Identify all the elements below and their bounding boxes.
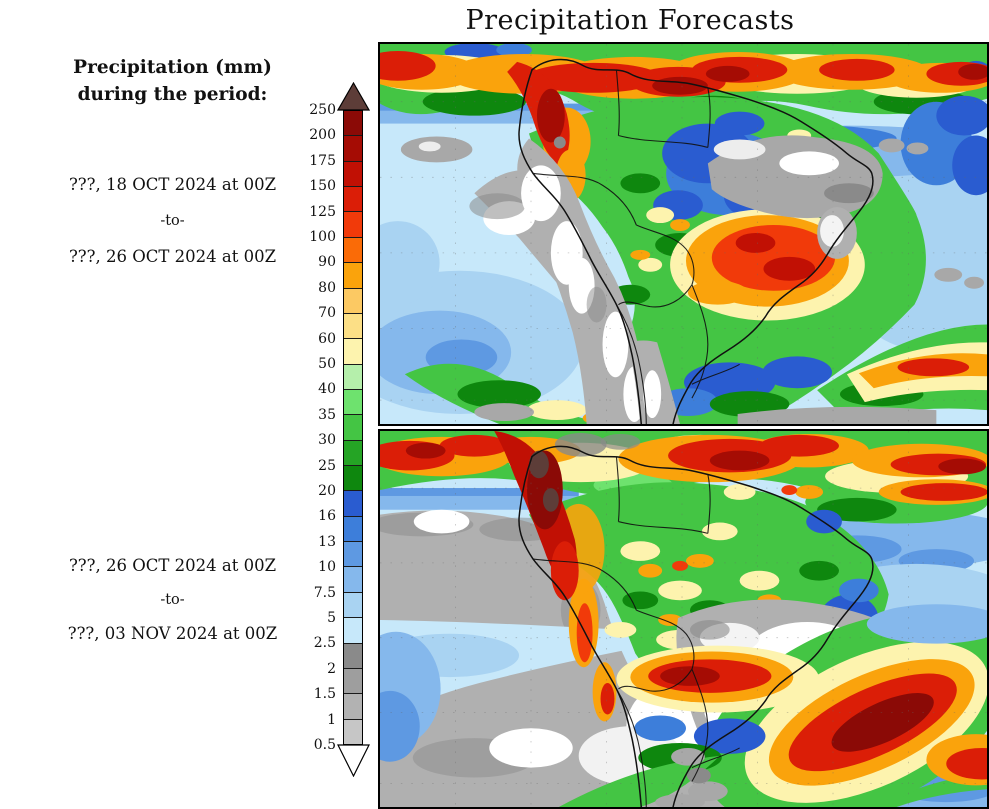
colorbar-labels: 250 200 175 150 125 100 90 80 70 60 50 40 35 30 25 20 16… bbox=[272, 102, 336, 753]
colorbar-cell bbox=[344, 491, 362, 517]
country-borders bbox=[532, 69, 740, 424]
forecast-map-week2 bbox=[378, 429, 989, 809]
graticule-dots bbox=[380, 431, 987, 807]
colorbar-tick-label: 1 bbox=[327, 711, 336, 728]
colorbar-tick-label: 125 bbox=[309, 203, 336, 220]
colorbar-cell bbox=[344, 187, 362, 213]
legend-heading-line2: during the period: bbox=[77, 84, 268, 105]
colorbar-tick-label: 1.5 bbox=[313, 686, 336, 703]
coastline bbox=[518, 445, 874, 807]
colorbar-tick-label: 2 bbox=[327, 660, 336, 677]
colorbar-tick-label: 35 bbox=[318, 406, 336, 423]
legend-heading: Precipitation (mm) during the period: bbox=[0, 54, 345, 108]
central-brazil-heavy-rain bbox=[670, 209, 865, 321]
country-borders bbox=[532, 456, 740, 807]
period-1-dates: ???, 18 OCT 2024 at 00Z -to- ???, 26 OCT… bbox=[0, 167, 345, 275]
colorbar-cell bbox=[344, 415, 362, 441]
colorbar-cell bbox=[344, 364, 362, 390]
colorbar-cell bbox=[344, 668, 362, 695]
colombia-extreme-rain bbox=[494, 431, 641, 601]
period-2-separator: -to- bbox=[160, 592, 185, 608]
colorbar-tick-label: 25 bbox=[318, 457, 336, 474]
colorbar-tick-label: 2.5 bbox=[313, 635, 336, 652]
period-2-end: ???, 03 NOV 2024 at 00Z bbox=[67, 624, 278, 643]
period-1-start: ???, 18 OCT 2024 at 00Z bbox=[68, 175, 277, 194]
colorbar-tick-label: 90 bbox=[318, 254, 336, 271]
colorbar-tick-label: 175 bbox=[309, 152, 336, 169]
colorbar-cell bbox=[344, 466, 362, 492]
coastline bbox=[518, 58, 874, 424]
period-1-end: ???, 26 OCT 2024 at 00Z bbox=[68, 247, 277, 266]
colorbar-tick-label: 150 bbox=[309, 178, 336, 195]
colorbar-cell bbox=[344, 212, 362, 238]
colorbar-tick-label: 0.5 bbox=[313, 737, 336, 753]
colorbar-cell bbox=[344, 288, 362, 314]
colorbar-cell bbox=[344, 542, 362, 568]
graticule-dots bbox=[380, 44, 987, 424]
colorbar-cell bbox=[344, 719, 362, 744]
colorbar-cell bbox=[344, 592, 362, 619]
colorbar-tick-label: 80 bbox=[318, 279, 336, 296]
colorbar-tick-label: 10 bbox=[318, 559, 336, 576]
colorbar-tick-label: 200 bbox=[309, 127, 336, 144]
period-1-separator: -to- bbox=[160, 213, 185, 229]
colorbar-underflow-arrow-icon bbox=[337, 744, 370, 777]
colorbar-tick-label: 40 bbox=[318, 381, 336, 398]
colorbar-cell bbox=[344, 313, 362, 340]
colorbar-cell bbox=[344, 389, 362, 416]
southeast-rain-streak bbox=[658, 324, 987, 424]
colorbar-cells bbox=[343, 110, 363, 745]
colorbar-tick-label: 30 bbox=[318, 432, 336, 449]
colorbar-cell bbox=[344, 136, 362, 162]
period-2-start: ???, 26 OCT 2024 at 00Z bbox=[68, 556, 277, 575]
colorbar-tick-label: 50 bbox=[318, 356, 336, 372]
forecast-map-week1-image bbox=[380, 44, 987, 424]
forecast-map-week2-image bbox=[380, 431, 987, 807]
colorbar-cell bbox=[344, 643, 362, 669]
legend-heading-line1: Precipitation (mm) bbox=[73, 57, 272, 78]
colorbar-cell bbox=[344, 263, 362, 289]
andes-pacific-dry-zone bbox=[469, 138, 681, 424]
colorbar-cell bbox=[344, 440, 362, 467]
colorbar-cell bbox=[344, 237, 362, 264]
colorbar-tick-label: 13 bbox=[318, 533, 336, 550]
colorbar-cell bbox=[344, 516, 362, 543]
galapagos-dry-spot bbox=[400, 136, 473, 163]
period-2-dates: ???, 26 OCT 2024 at 00Z -to- ???, 03 NOV… bbox=[0, 549, 345, 651]
colorbar-cell bbox=[344, 339, 362, 365]
colorbar-tick-label: 5 bbox=[327, 610, 336, 626]
colorbar-cell bbox=[344, 618, 362, 644]
colorbar-tick-label: 70 bbox=[318, 305, 336, 322]
colorbar-overflow-arrow-icon bbox=[337, 82, 370, 111]
colorbar-tick-label: 100 bbox=[309, 229, 336, 245]
southeast-heavy-rain-system bbox=[558, 604, 987, 807]
colorbar-tick-label: 250 bbox=[309, 102, 336, 118]
colorbar-tick-label: 20 bbox=[318, 483, 336, 499]
colorbar-cell bbox=[344, 111, 362, 137]
colorbar-tick-label: 7.5 bbox=[313, 584, 336, 601]
colorbar-cell bbox=[344, 161, 362, 188]
south-pacific-front bbox=[404, 363, 614, 424]
colorbar-tick-label: 16 bbox=[318, 508, 336, 525]
colorbar-tick-label: 60 bbox=[318, 330, 336, 347]
colorbar-cell bbox=[344, 694, 362, 720]
page-title: Precipitation Forecasts bbox=[465, 5, 795, 36]
colorbar-cell bbox=[344, 567, 362, 593]
forecast-map-week1 bbox=[378, 42, 989, 426]
northeast-brazil-dry-region bbox=[707, 135, 985, 289]
